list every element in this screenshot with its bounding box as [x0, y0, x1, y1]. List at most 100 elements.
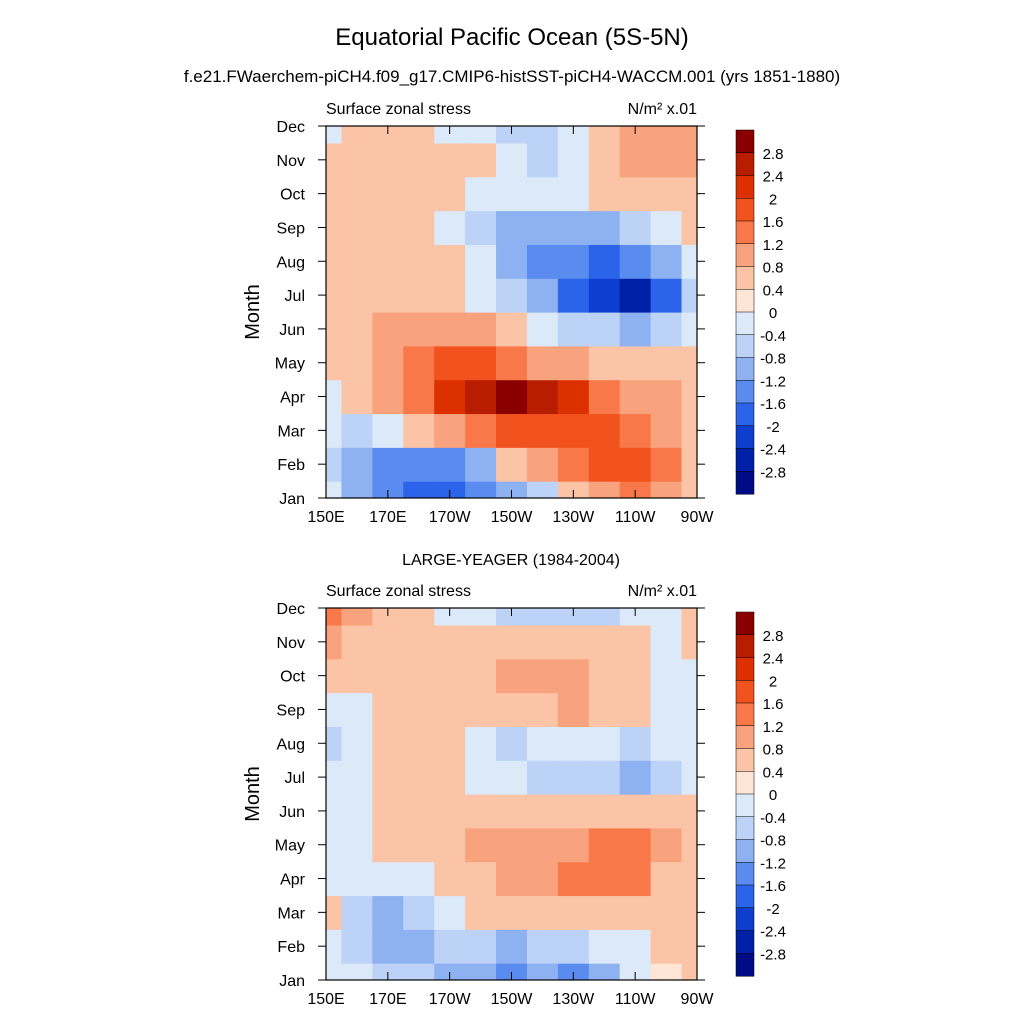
heatmap-cell	[681, 726, 697, 761]
heatmap-cell	[588, 827, 621, 863]
x-tick-label: 170E	[369, 509, 406, 526]
y-tick-label: Jul	[285, 288, 305, 305]
x-tick-label: 170W	[429, 991, 472, 1008]
heatmap-cell	[403, 210, 435, 245]
heatmap-cell	[681, 861, 697, 897]
panel-title: LARGE-YEAGER (1984-2004)	[402, 552, 620, 569]
heatmap-cell	[496, 379, 528, 415]
colorbar-swatch	[735, 471, 755, 495]
heatmap-cell	[434, 278, 466, 313]
y-tick-label: May	[275, 838, 305, 855]
heatmap-cell	[496, 861, 528, 897]
colorbar-label: -0.4	[760, 328, 786, 345]
x-tick-label: 90W	[681, 991, 715, 1008]
heatmap-cell	[403, 692, 435, 727]
heatmap-cell	[588, 895, 621, 930]
heatmap-cell	[681, 827, 697, 863]
heatmap-cell	[650, 447, 683, 482]
heatmap-cell	[341, 447, 373, 482]
colorbar-label: 2.8	[763, 628, 784, 645]
heatmap-cell	[588, 658, 621, 694]
heatmap-cell	[681, 481, 697, 498]
heatmap-cell	[434, 481, 466, 498]
heatmap-cell	[326, 379, 343, 415]
heatmap-cell	[434, 895, 466, 930]
heatmap-cell	[496, 692, 528, 727]
colorbar-swatch	[735, 266, 755, 290]
heatmap-cell	[526, 345, 559, 381]
heatmap-cell	[403, 278, 435, 313]
colorbar-label: -1.2	[760, 855, 786, 872]
heatmap-cell	[526, 692, 559, 727]
right-label: N/m² x.01	[628, 583, 697, 600]
heatmap-cell	[557, 895, 590, 930]
heatmap-cell	[681, 345, 697, 381]
heatmap-cell	[619, 447, 652, 482]
heatmap-cell	[372, 794, 404, 829]
heatmap-cell	[465, 658, 497, 694]
heatmap-cell	[650, 142, 683, 178]
heatmap-cell	[619, 481, 652, 498]
y-tick-label: Aug	[277, 254, 305, 271]
colorbar-swatch	[735, 725, 755, 750]
heatmap-cell	[326, 142, 343, 178]
heatmap-cell	[588, 963, 621, 980]
x-tick-label: 130W	[552, 991, 595, 1008]
heatmap-cell	[526, 244, 559, 279]
heatmap-cell	[372, 176, 404, 212]
heatmap-cell	[372, 760, 404, 795]
heatmap-cell	[619, 726, 652, 761]
colorbar-swatch	[735, 748, 755, 772]
y-tick-label: Nov	[277, 153, 305, 170]
heatmap-cell	[341, 608, 373, 626]
colorbar-label: -2.8	[760, 946, 786, 963]
heatmap-cell	[372, 142, 404, 178]
panel-model: 150E 170E 170W 150W 130W 110W 90W Jan Feb Mar Apr…	[242, 101, 786, 526]
heatmap-cell	[326, 176, 343, 212]
heatmap-cell	[557, 692, 590, 727]
colorbar-swatch	[735, 611, 755, 636]
heatmap-cell	[496, 608, 528, 626]
y-tick-label: Sep	[277, 702, 306, 719]
heatmap-cell	[465, 379, 497, 415]
colorbar-label: 0.4	[763, 764, 784, 781]
heatmap-cell	[326, 624, 343, 660]
heatmap-cell	[326, 895, 343, 930]
heatmap-cell	[588, 929, 621, 964]
heatmap-cell	[372, 244, 404, 279]
heatmap-cell	[526, 624, 559, 660]
heatmap-cell	[496, 760, 528, 795]
heatmap-cell	[372, 278, 404, 313]
heatmap-cell	[588, 726, 621, 761]
colorbar-swatch	[735, 930, 755, 954]
heatmap-cell	[526, 413, 559, 448]
heatmap-cell	[403, 794, 435, 829]
heatmap-cell	[403, 176, 435, 212]
heatmap-cell	[588, 126, 621, 144]
colorbar-swatch	[735, 839, 755, 863]
heatmap-cell	[619, 827, 652, 863]
heatmap-cell	[557, 624, 590, 660]
heatmap-cell	[650, 895, 683, 930]
heatmap-cell	[526, 895, 559, 930]
heatmap-cell	[650, 658, 683, 694]
heatmap-cell	[650, 929, 683, 964]
heatmap-cell	[619, 142, 652, 178]
heatmap-cell	[434, 929, 466, 964]
heatmap-cell	[434, 176, 466, 212]
heatmap-cell	[681, 210, 697, 245]
heatmap-cell	[619, 861, 652, 897]
colorbar-swatch	[735, 862, 755, 886]
x-tick-label: 170W	[429, 509, 472, 526]
left-label: Surface zonal stress	[326, 101, 471, 118]
heatmap-cell	[372, 861, 404, 897]
heatmap-cell	[526, 861, 559, 897]
colorbar-label: 2	[769, 191, 777, 208]
heatmap-cell	[465, 142, 497, 178]
heatmap-cell	[557, 312, 590, 347]
heatmap-cell	[403, 895, 435, 930]
y-tick-label: May	[275, 356, 305, 373]
heatmap-cell	[619, 244, 652, 279]
colorbar-label: 1.6	[763, 214, 784, 231]
heatmap-cell	[619, 895, 652, 930]
